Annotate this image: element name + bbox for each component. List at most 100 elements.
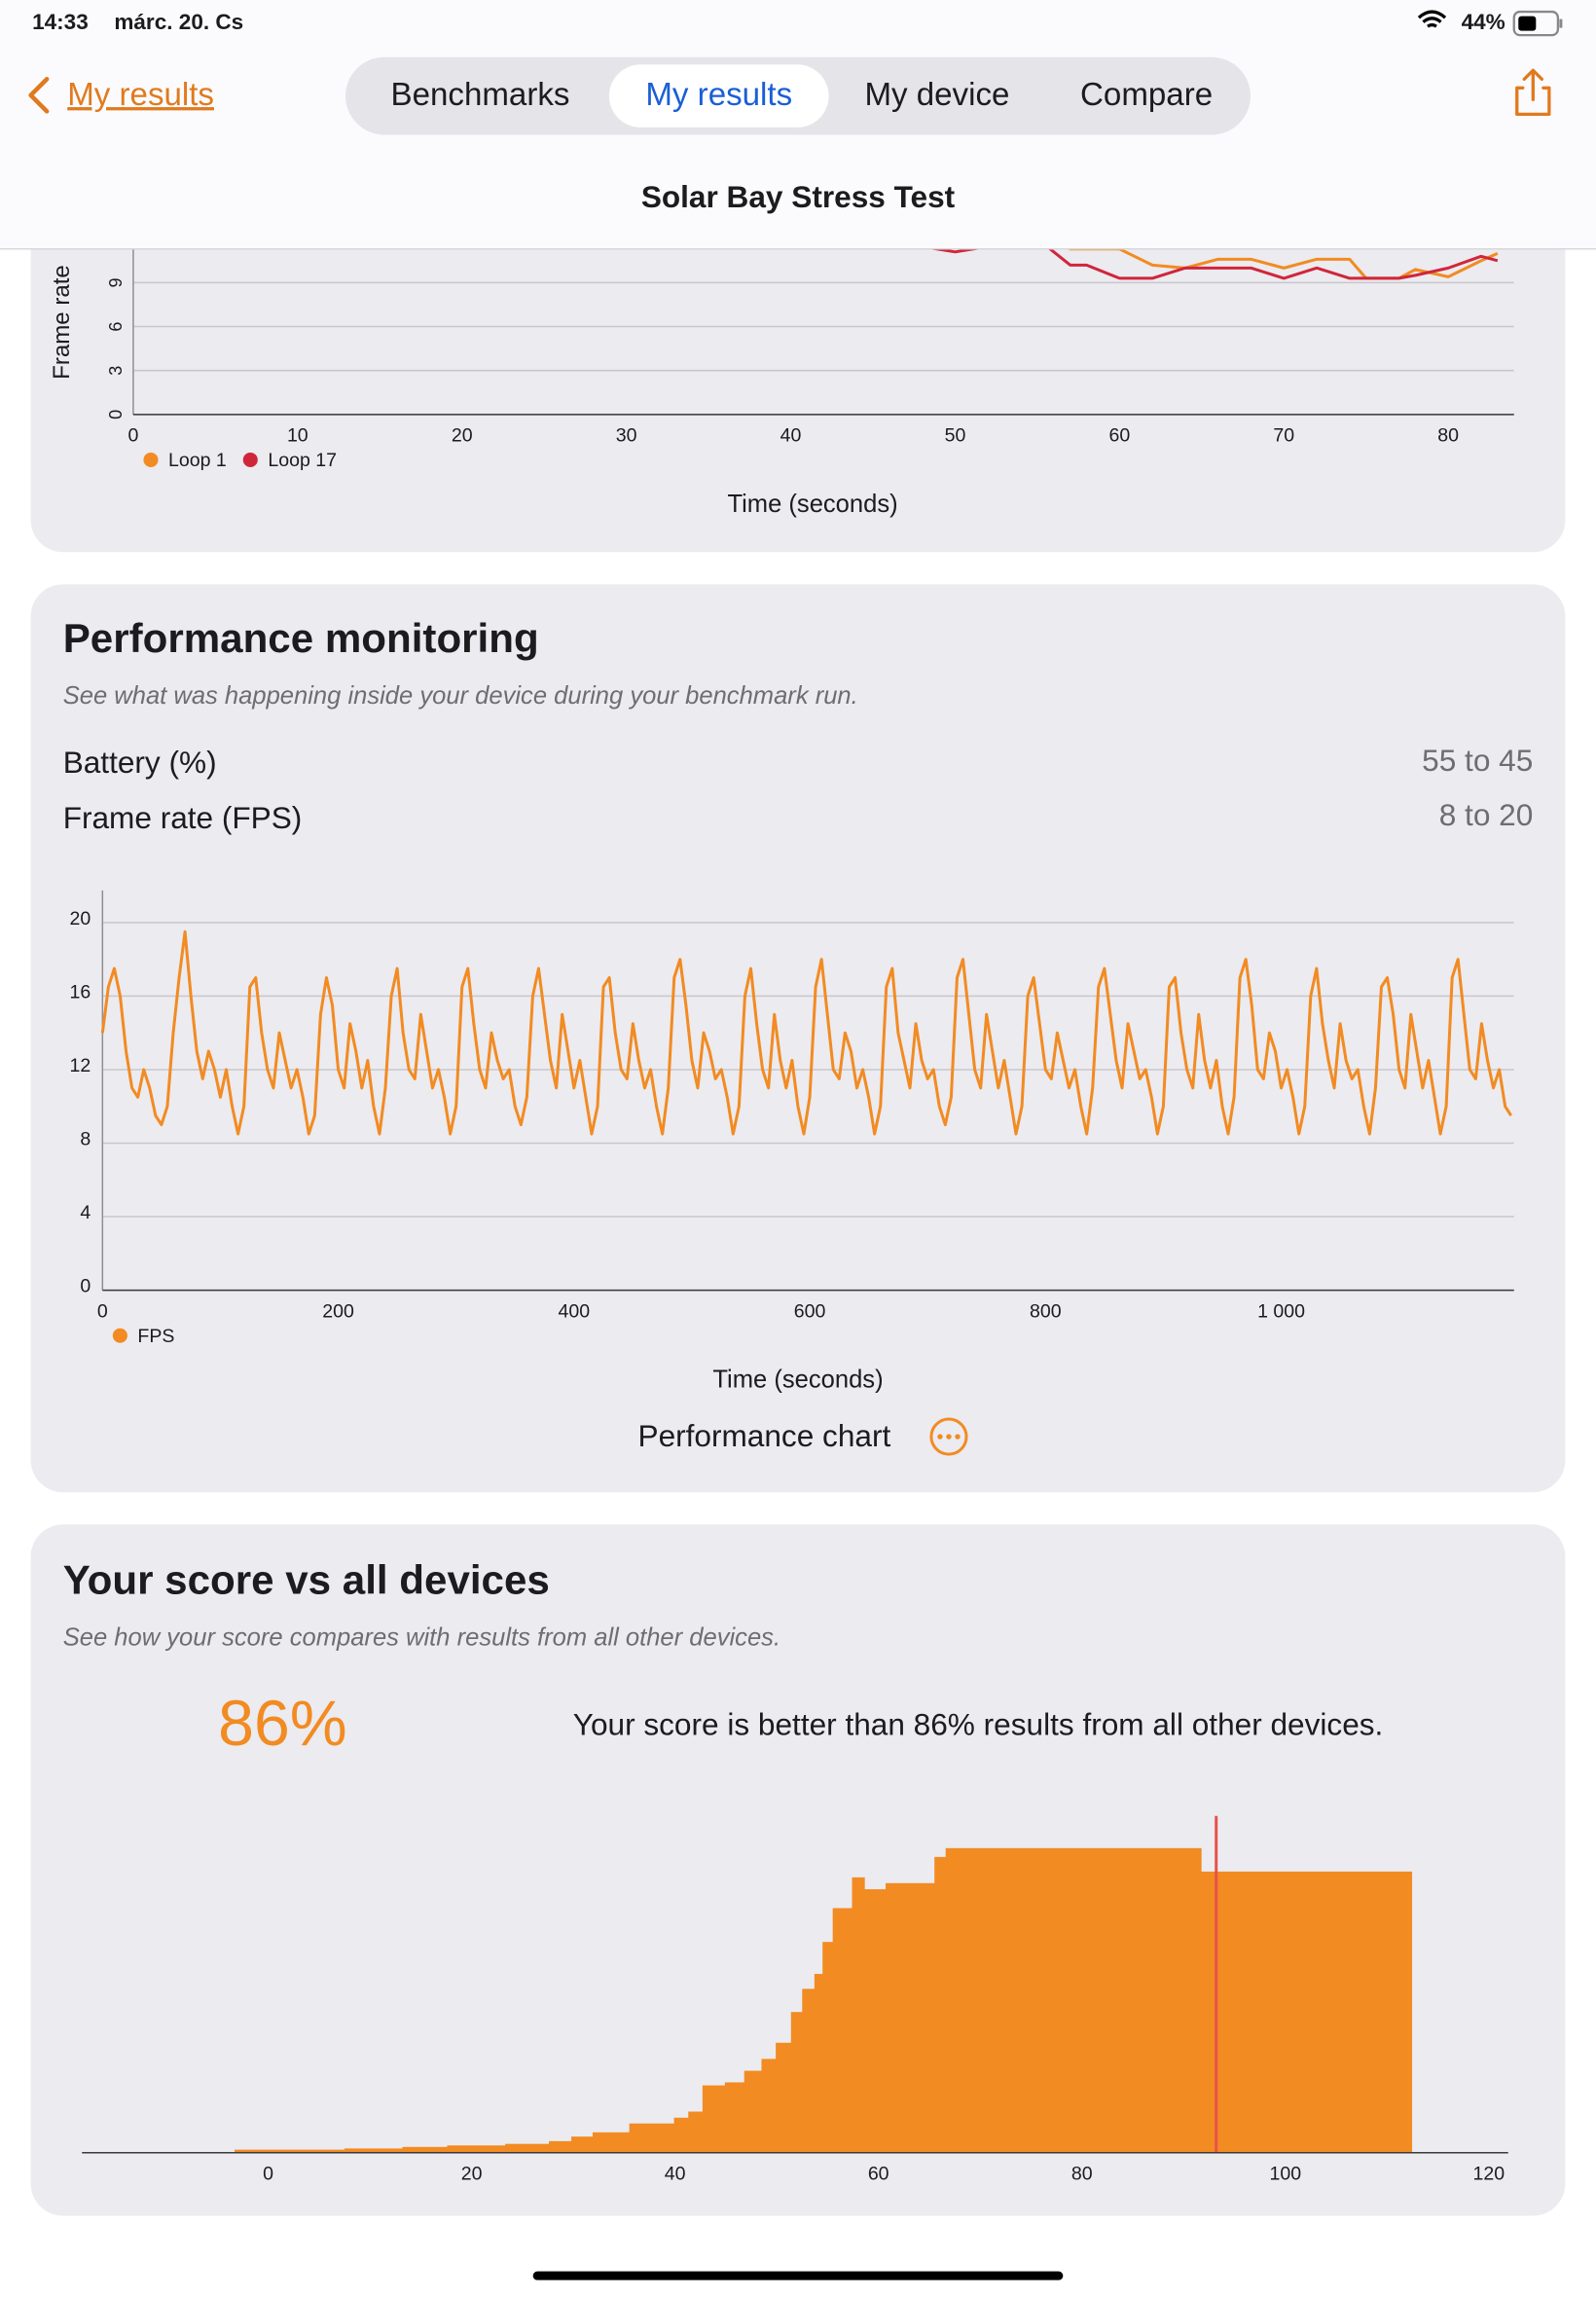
histogram-bar xyxy=(571,2136,594,2153)
x-tick-label: 400 xyxy=(558,1300,590,1322)
back-label[interactable]: My results xyxy=(67,77,214,113)
status-time: 14:33 xyxy=(32,10,89,34)
section-title: Your score vs all devices xyxy=(63,1557,550,1603)
x-tick-label: 600 xyxy=(794,1300,826,1322)
x-tick-label: 40 xyxy=(780,425,802,447)
histogram-bar xyxy=(790,2012,803,2153)
battery-icon xyxy=(1512,10,1560,37)
histogram-bar xyxy=(744,2070,763,2153)
home-indicator xyxy=(532,2271,1064,2280)
x-axis-label: Time (seconds) xyxy=(712,1367,883,1394)
metric-value: 55 to 45 xyxy=(1422,743,1533,778)
more-icon[interactable] xyxy=(929,1417,968,1456)
section-subtitle: See how your score compares with results… xyxy=(63,1623,780,1651)
metric-label: Frame rate (FPS) xyxy=(63,800,303,835)
x-tick-label: 100 xyxy=(1269,2164,1301,2185)
back-button[interactable]: My results xyxy=(28,77,214,114)
page-title: Solar Bay Stress Test xyxy=(641,179,956,214)
histogram-bar xyxy=(761,2059,777,2153)
histogram-bar xyxy=(832,1908,853,2153)
histogram-bar xyxy=(447,2145,506,2153)
icon-dot xyxy=(937,1434,943,1440)
histogram-bar xyxy=(822,1942,834,2153)
back-chevron[interactable] xyxy=(28,77,50,114)
performance-chart-link[interactable]: Performance chart xyxy=(638,1417,968,1456)
y-tick-label: 12 xyxy=(70,1055,91,1076)
x-tick-label: 10 xyxy=(287,425,308,447)
histogram-bar xyxy=(549,2140,572,2153)
status-battery: 44% xyxy=(1462,10,1505,34)
histogram-bar xyxy=(235,2149,345,2153)
tab[interactable]: My results xyxy=(645,77,792,113)
tab-selected[interactable] xyxy=(608,64,829,128)
x-tick-label: 0 xyxy=(127,425,138,447)
histogram-bar xyxy=(592,2132,631,2153)
y-tick-label: 3 xyxy=(106,366,126,376)
tabs: Benchmarks My results My device Compare xyxy=(391,64,1213,128)
histogram-bar xyxy=(1201,1871,1413,2153)
card xyxy=(30,584,1566,1493)
legend-swatch xyxy=(112,1328,127,1343)
histogram-bar xyxy=(688,2111,704,2153)
histogram-bar xyxy=(886,1882,935,2153)
x-tick-label: 80 xyxy=(1071,2164,1093,2185)
legend-label: Loop 1 xyxy=(168,450,227,471)
metric-value: 8 to 20 xyxy=(1439,797,1534,832)
x-tick-label: 120 xyxy=(1473,2164,1505,2185)
x-tick-label: 60 xyxy=(868,2164,889,2185)
score-summary: Your score is better than 86% results fr… xyxy=(573,1706,1384,1741)
legend-swatch xyxy=(143,452,159,467)
y-tick-label: 0 xyxy=(106,410,126,419)
x-tick-label: 20 xyxy=(452,425,473,447)
status-date: márc. 20. Cs xyxy=(114,10,243,34)
icon-dot xyxy=(955,1434,961,1440)
x-tick-label: 80 xyxy=(1437,425,1459,447)
y-axis-label: Frame rate xyxy=(49,265,75,380)
y-tick-label: 6 xyxy=(106,322,126,332)
x-axis-label: Time (seconds) xyxy=(727,491,897,518)
battery-level xyxy=(1518,16,1537,31)
x-tick-label: 40 xyxy=(665,2164,686,2185)
tab[interactable]: Compare xyxy=(1080,77,1213,113)
section-title: Performance monitoring xyxy=(63,615,539,661)
wifi-icon xyxy=(1417,10,1447,28)
tab[interactable]: My device xyxy=(864,77,1009,113)
histogram-bar xyxy=(629,2123,675,2153)
histogram-bar xyxy=(344,2148,404,2153)
x-tick-label: 20 xyxy=(461,2164,483,2185)
y-tick-label: 0 xyxy=(80,1276,91,1297)
histogram-bar xyxy=(934,1856,947,2153)
battery-tip xyxy=(1559,18,1563,28)
histogram-bar xyxy=(702,2085,726,2153)
x-tick-label: 30 xyxy=(616,425,637,447)
histogram-bar xyxy=(864,1889,887,2153)
y-tick-label: 8 xyxy=(80,1129,91,1150)
x-tick-label: 200 xyxy=(322,1300,354,1322)
share-button[interactable] xyxy=(1515,68,1551,117)
y-tick-label: 16 xyxy=(70,982,91,1003)
histogram-bar xyxy=(945,1847,1202,2153)
share-icon[interactable] xyxy=(1515,68,1551,117)
x-tick-label: 800 xyxy=(1030,1300,1062,1322)
x-tick-label: 0 xyxy=(263,2164,273,2185)
legend-swatch xyxy=(242,452,258,467)
y-tick-label: 9 xyxy=(106,277,126,287)
histogram-bar xyxy=(776,2042,792,2153)
section-subtitle: See what was happening inside your devic… xyxy=(63,682,858,710)
tab[interactable]: Benchmarks xyxy=(391,77,570,113)
histogram-bar xyxy=(673,2117,689,2153)
histogram-bar xyxy=(402,2146,449,2153)
histogram-bar xyxy=(852,1877,865,2153)
percentile: 86% xyxy=(218,1688,346,1760)
link-text[interactable]: Performance chart xyxy=(638,1418,891,1453)
legend-label: FPS xyxy=(137,1326,174,1347)
y-tick-label: 20 xyxy=(70,908,91,930)
histogram-bar xyxy=(505,2143,550,2153)
x-tick-label: 70 xyxy=(1273,425,1294,447)
series-line xyxy=(100,930,1512,1136)
x-tick-label: 50 xyxy=(945,425,966,447)
histogram-bar xyxy=(814,1974,823,2153)
legend-label: Loop 17 xyxy=(268,450,337,471)
